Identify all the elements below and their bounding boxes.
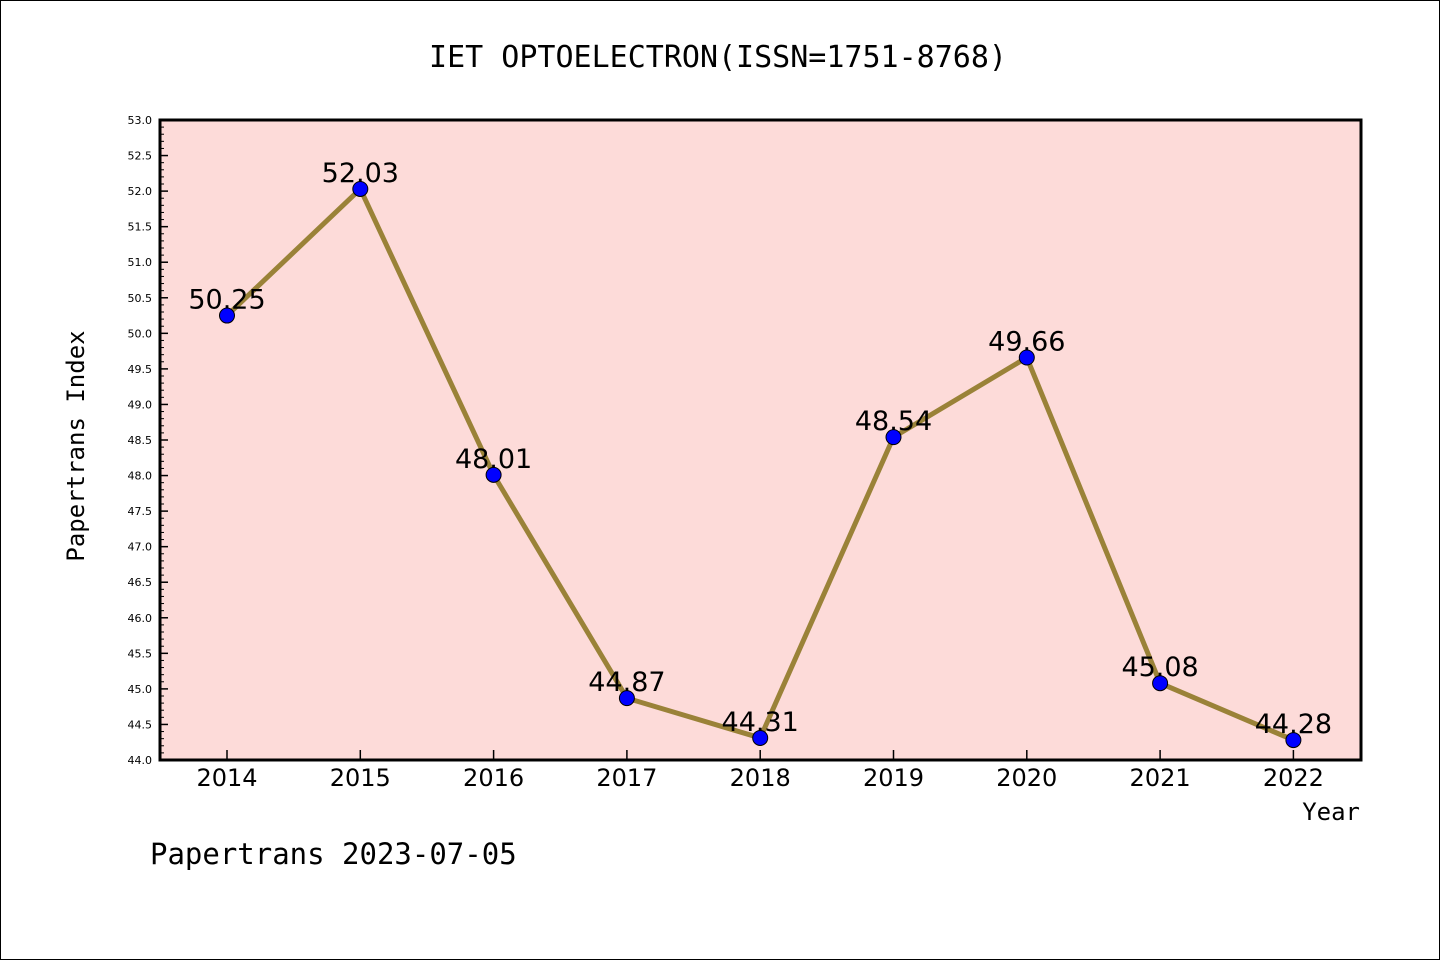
data-point-label: 48.54 bbox=[855, 406, 932, 437]
y-tick-label: 52.5 bbox=[128, 150, 153, 163]
y-axis-label: Papertrans Index bbox=[62, 330, 90, 561]
data-point-marker bbox=[352, 180, 369, 197]
data-point-marker bbox=[885, 429, 902, 446]
data-point-label: 44.31 bbox=[722, 707, 799, 738]
y-tick-label: 46.0 bbox=[128, 612, 153, 625]
y-tick-label: 52.0 bbox=[128, 185, 153, 198]
y-tick-label: 48.5 bbox=[128, 434, 153, 447]
x-tick-label: 2019 bbox=[863, 764, 924, 792]
y-tick-label: 46.5 bbox=[128, 576, 153, 589]
data-point-marker bbox=[485, 466, 502, 483]
y-tick-label: 44.0 bbox=[128, 754, 153, 767]
y-tick-label: 48.0 bbox=[128, 470, 153, 483]
y-tick-label: 47.0 bbox=[128, 541, 153, 554]
x-tick-label: 2014 bbox=[196, 764, 257, 792]
x-tick-label: 2018 bbox=[730, 764, 791, 792]
data-point-label: 44.87 bbox=[588, 667, 665, 698]
y-tick-label: 51.5 bbox=[128, 221, 153, 234]
chart-title: IET OPTOELECTRON(ISSN=1751-8768) bbox=[429, 40, 1007, 75]
x-axis-label: Year bbox=[1302, 798, 1360, 826]
y-tick-label: 49.5 bbox=[128, 363, 153, 376]
data-point-label: 48.01 bbox=[455, 444, 532, 475]
data-point-label: 50.25 bbox=[188, 285, 265, 316]
y-tick-label: 53.0 bbox=[128, 114, 153, 127]
y-tick-label: 50.0 bbox=[128, 327, 153, 340]
data-point-label: 52.03 bbox=[322, 158, 399, 189]
x-tick-label: 2015 bbox=[330, 764, 391, 792]
data-point-marker bbox=[219, 307, 235, 324]
plot-area bbox=[158, 118, 1363, 762]
data-point-label: 45.08 bbox=[1121, 652, 1198, 683]
data-point-label: 49.66 bbox=[988, 327, 1065, 358]
data-point-marker bbox=[618, 690, 635, 707]
y-tick-label: 44.5 bbox=[128, 718, 153, 731]
y-tick-label: 49.0 bbox=[128, 398, 153, 411]
x-tick-label: 2016 bbox=[463, 764, 524, 792]
y-tick-label: 50.5 bbox=[128, 292, 153, 305]
y-axis: 44.0 44.5 45.0 45.5 46.0 46.5 47.0 47.5 48.0 48.5… bbox=[128, 114, 168, 767]
x-tick-label: 2017 bbox=[596, 764, 657, 792]
series-markers bbox=[219, 180, 1302, 749]
x-tick-label: 2020 bbox=[996, 764, 1057, 792]
data-labels: 50.25 52.03 48.01 44.87 44.31 48.54 49.66 45.08… bbox=[188, 158, 1332, 740]
footer-text: Papertrans 2023-07-05 bbox=[150, 837, 517, 871]
data-point-label: 44.28 bbox=[1255, 709, 1332, 740]
data-point-marker bbox=[1285, 732, 1302, 749]
y-tick-label: 45.5 bbox=[128, 647, 153, 660]
data-point-marker bbox=[752, 729, 769, 746]
data-point-marker bbox=[1018, 349, 1035, 366]
y-tick-label: 47.5 bbox=[128, 505, 153, 518]
y-tick-label: 45.0 bbox=[128, 683, 153, 696]
x-axis: 2014 2015 2016 2017 2018 2019 2020 2021 2022 bbox=[196, 750, 1324, 792]
x-tick-label: 2022 bbox=[1263, 764, 1324, 792]
y-tick-label: 51.0 bbox=[128, 256, 153, 269]
x-tick-label: 2021 bbox=[1130, 764, 1191, 792]
data-point-marker bbox=[1152, 675, 1169, 692]
